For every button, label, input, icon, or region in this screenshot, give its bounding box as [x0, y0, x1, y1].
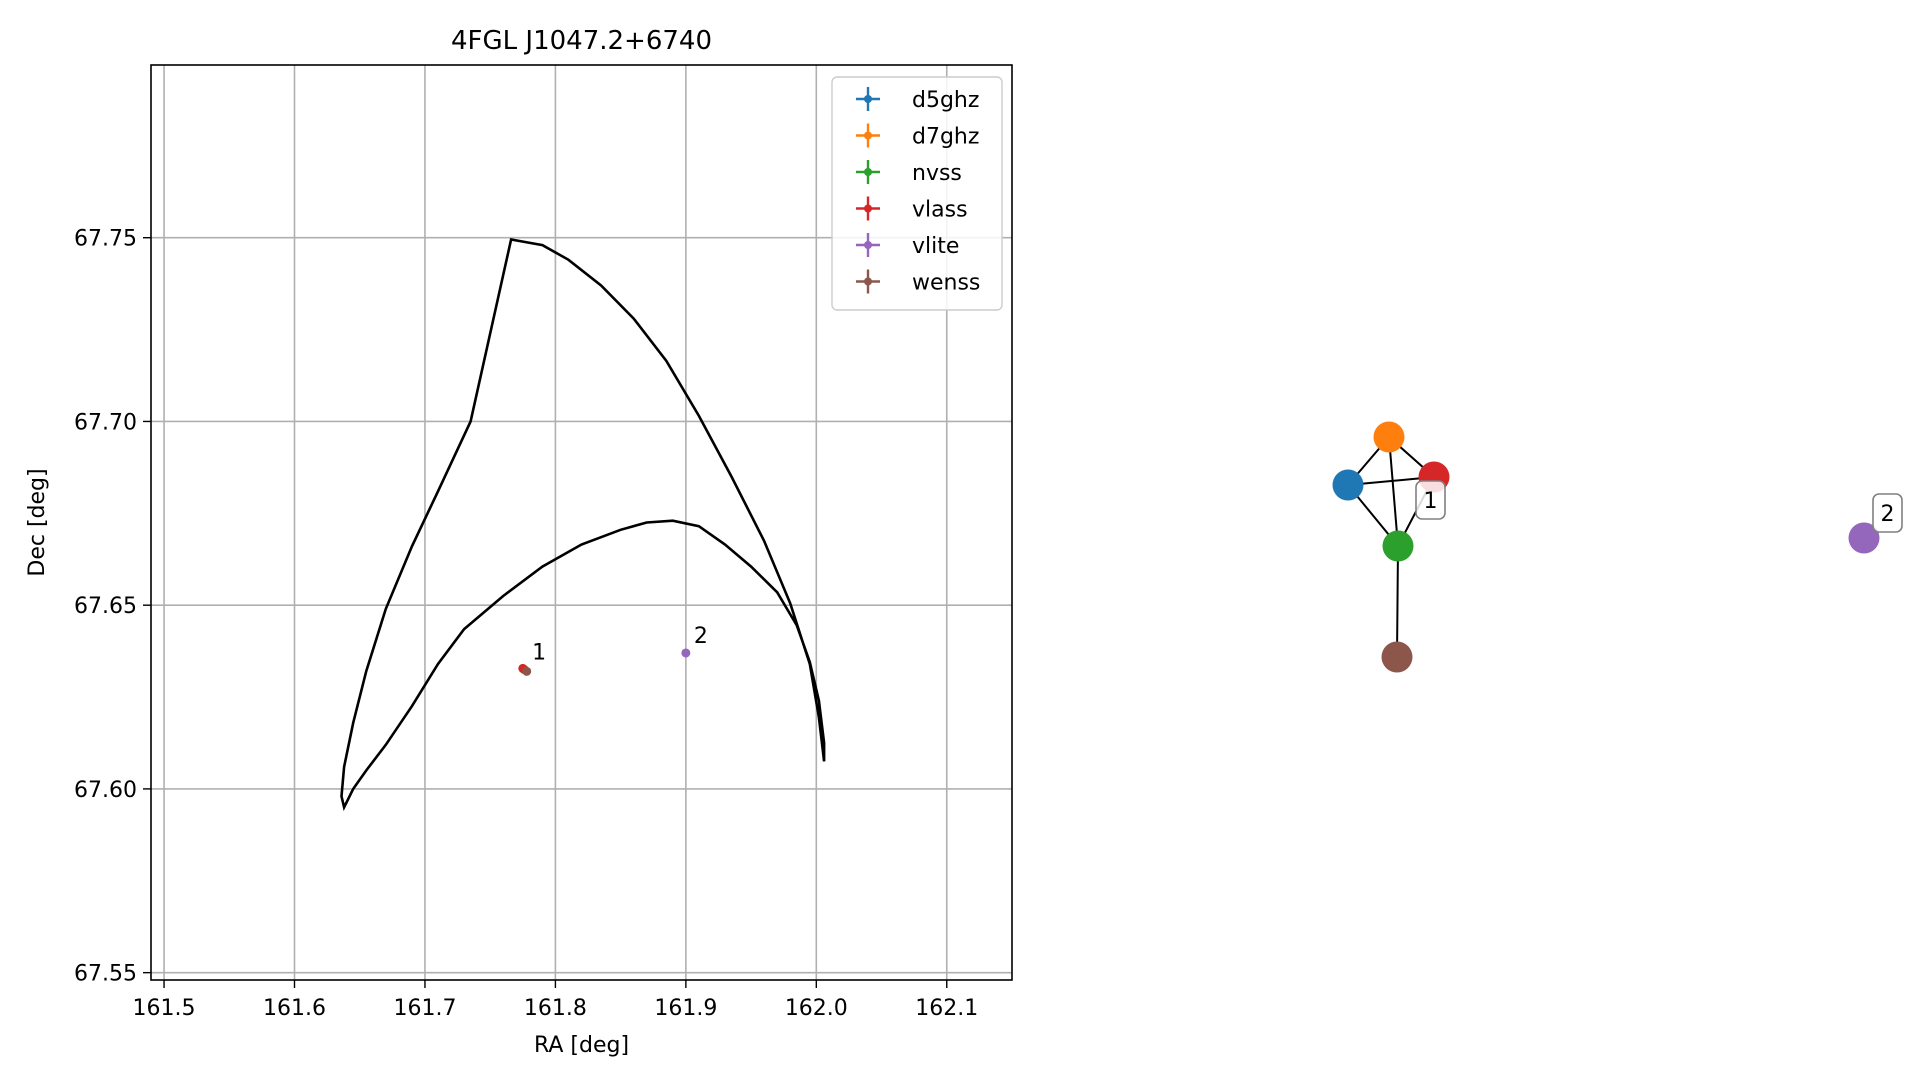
graph-edge — [1396, 545, 1399, 658]
x-tick-label: 162.0 — [785, 996, 848, 1021]
association-graph: 12 — [1332, 421, 1903, 673]
y-axis-label: Dec [deg] — [25, 468, 50, 576]
x-tick-label: 161.7 — [393, 996, 456, 1021]
legend-label-d5ghz: d5ghz — [912, 88, 979, 113]
scatter-panel: 12 161.5 161.6 161.7 161.8 161.9 162.0 162.1 6… — [25, 26, 1013, 1058]
graph-node-d5ghz — [1332, 469, 1364, 501]
graph-label-box — [1872, 493, 1903, 533]
x-tick-label: 161.6 — [263, 996, 326, 1021]
graph-label: 2 — [1881, 502, 1895, 527]
legend-marker-d7ghz — [856, 123, 880, 148]
graph-node-d7ghz — [1373, 421, 1405, 453]
legend-label-d7ghz: d7ghz — [912, 125, 979, 150]
legend-marker-vlite — [856, 233, 880, 257]
legend-marker-wenss — [856, 269, 880, 294]
x-tick-label: 161.8 — [524, 996, 587, 1021]
axes-frame — [150, 64, 1013, 981]
graph-node-nvss — [1382, 530, 1414, 562]
legend-marker-vlass — [856, 196, 880, 221]
x-tick-label: 161.5 — [133, 996, 196, 1021]
y-tick-label: 67.70 — [74, 410, 137, 435]
graph-node-vlite — [1848, 522, 1880, 554]
graph-edge — [1388, 436, 1399, 547]
legend-label-nvss: nvss — [912, 161, 962, 186]
graph-label: 1 — [1424, 489, 1438, 514]
point-labels: 12 — [532, 624, 708, 666]
data-point-vlite — [681, 648, 691, 658]
legend-label-vlass: vlass — [912, 198, 968, 223]
x-ticks: 161.5 161.6 161.7 161.8 161.9 162.0 162.1 — [133, 980, 978, 1021]
legend-label-vlite: vlite — [912, 234, 959, 259]
y-tick-label: 67.75 — [74, 227, 137, 252]
legend-marker-nvss — [856, 160, 880, 184]
graph-labels: 12 — [1415, 480, 1903, 533]
y-tick-label: 67.65 — [74, 594, 137, 619]
graph-node-wenss — [1381, 641, 1413, 673]
x-tick-label: 161.9 — [654, 996, 717, 1021]
y-ticks: 67.55 67.60 67.65 67.70 67.75 — [74, 227, 151, 987]
uncertainty-ellipse — [340, 238, 826, 812]
x-axis-label: RA [deg] — [534, 1033, 629, 1058]
legend-label-wenss: wenss — [912, 271, 980, 296]
chart-title: 4FGL J1047.2+6740 — [451, 26, 712, 56]
legend: d5ghz d7ghz nvss vlass vlite wenss — [831, 76, 1003, 311]
legend-marker-d5ghz — [856, 87, 880, 111]
y-tick-label: 67.60 — [74, 778, 137, 803]
graph-label-box — [1415, 480, 1446, 520]
point-label: 1 — [532, 640, 546, 665]
x-tick-label: 162.1 — [915, 996, 978, 1021]
point-label: 2 — [694, 624, 708, 649]
data-points — [518, 648, 691, 676]
y-tick-label: 67.55 — [74, 962, 137, 987]
data-point-wenss — [522, 666, 532, 676]
